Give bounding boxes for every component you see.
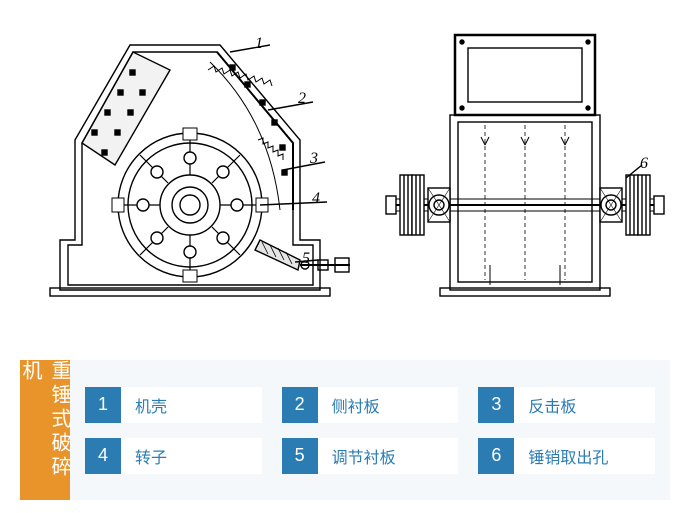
legend-item-4: 4 转子	[85, 438, 262, 474]
crusher-front-view	[380, 10, 670, 330]
crusher-cross-section	[20, 10, 360, 330]
legend-label: 锤销取出孔	[514, 438, 655, 474]
legend-num: 2	[282, 387, 318, 423]
legend-item-6: 6 锤销取出孔	[478, 438, 655, 474]
legend-item-1: 1 机壳	[85, 387, 262, 423]
legend-num: 6	[478, 438, 514, 474]
machine-title: 重锤式破碎机	[20, 360, 70, 500]
callout-1: 1	[255, 35, 263, 53]
callout-4: 4	[312, 190, 320, 208]
legend-label: 机壳	[121, 387, 262, 423]
callout-3: 3	[310, 150, 318, 168]
legend-item-3: 3 反击板	[478, 387, 655, 423]
legend-item-2: 2 侧衬板	[282, 387, 459, 423]
legend-label: 调节衬板	[318, 438, 459, 474]
legend-label: 转子	[121, 438, 262, 474]
callout-6: 6	[640, 155, 648, 173]
legend-panel: 重锤式破碎机 1 机壳 2 侧衬板 3 反击板 4 转子 5 调节衬板 6 锤销…	[20, 360, 670, 500]
legend-num: 3	[478, 387, 514, 423]
diagram-area: 1 2 3 4 5 6	[0, 0, 690, 350]
legend-grid: 1 机壳 2 侧衬板 3 反击板 4 转子 5 调节衬板 6 锤销取出孔	[70, 360, 670, 500]
legend-label: 侧衬板	[318, 387, 459, 423]
legend-label: 反击板	[514, 387, 655, 423]
legend-num: 5	[282, 438, 318, 474]
legend-item-5: 5 调节衬板	[282, 438, 459, 474]
legend-num: 4	[85, 438, 121, 474]
legend-num: 1	[85, 387, 121, 423]
callout-2: 2	[298, 90, 306, 108]
callout-5: 5	[302, 250, 310, 268]
